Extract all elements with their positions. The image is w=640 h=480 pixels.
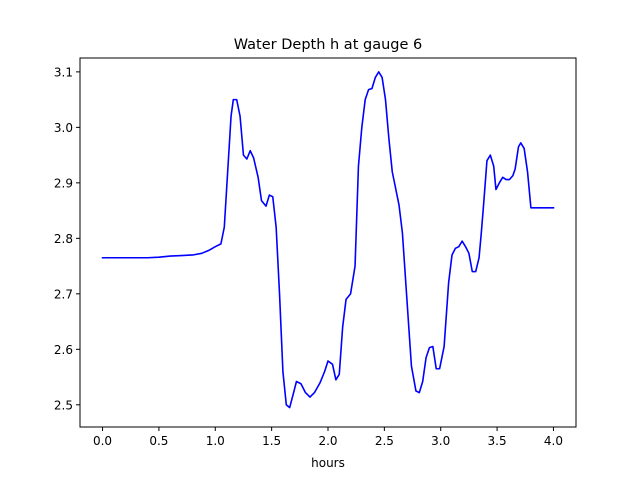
axes-layer: 0.0 0.5 1.0 1.5 2.0 2.5 3.0 3.5 4.0 2.5 2.6 2.7 2.8 2… (54, 57, 577, 448)
y-tick-label: 2.6 (54, 343, 73, 357)
x-tick-label: 4.0 (544, 434, 563, 448)
x-tick-label: 2.5 (375, 434, 394, 448)
x-tick-label: 0.0 (93, 434, 112, 448)
plot-layer (101, 71, 555, 409)
y-tick-label: 2.7 (54, 287, 73, 301)
x-tick-label: 0.5 (149, 434, 168, 448)
x-tick-label: 2.0 (318, 434, 337, 448)
series-line-0 (101, 71, 555, 409)
y-tick-label: 2.8 (54, 232, 73, 246)
x-tick-label: 1.5 (262, 434, 281, 448)
y-tick-label: 3.0 (54, 121, 73, 135)
y-tick-label: 3.1 (54, 65, 73, 79)
y-tick-label: 2.9 (54, 176, 73, 190)
x-tick-label: 3.0 (431, 434, 450, 448)
x-tick-label: 1.0 (206, 434, 225, 448)
x-axis-label: hours (311, 456, 345, 470)
x-tick-label: 3.5 (488, 434, 507, 448)
y-tick-label: 2.5 (54, 398, 73, 412)
chart-title: Water Depth h at gauge 6 (234, 37, 422, 53)
